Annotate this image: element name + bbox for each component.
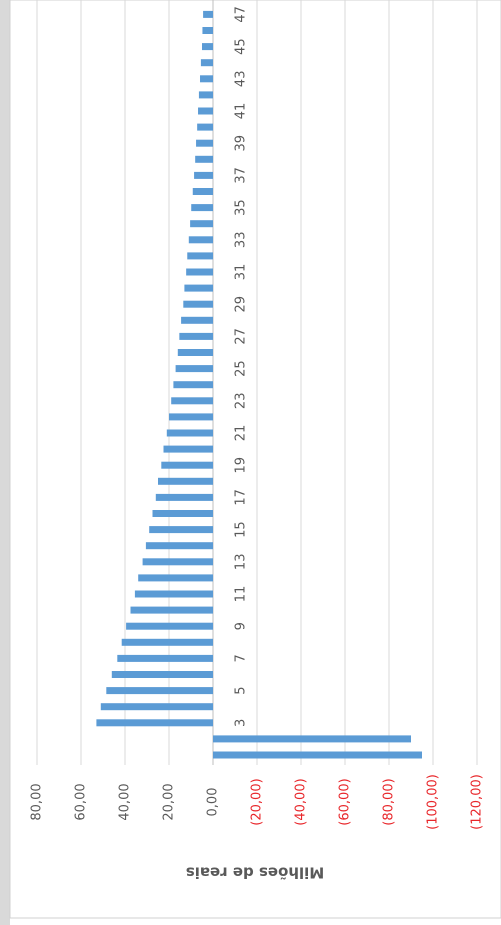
- x-tick-label: 17: [234, 489, 249, 506]
- x-tick-label: 9: [234, 622, 249, 630]
- bar: [163, 445, 213, 453]
- bar: [187, 252, 213, 260]
- bar: [134, 590, 213, 598]
- x-tick-label: 43: [234, 71, 249, 88]
- bar: [179, 332, 213, 340]
- bar: [152, 510, 213, 517]
- y-tick-label: (120,00): [470, 774, 485, 830]
- bar: [96, 719, 213, 727]
- bar: [200, 59, 213, 67]
- bar: [173, 381, 213, 389]
- bar: [126, 622, 213, 630]
- bar: [166, 429, 213, 437]
- y-tick-label: 60,00: [74, 783, 89, 820]
- bar: [194, 171, 213, 179]
- bar: [188, 236, 213, 244]
- bar: [198, 107, 213, 115]
- x-tick-label: 33: [234, 232, 249, 249]
- bar: [202, 27, 213, 34]
- bar: [184, 284, 213, 292]
- bar: [138, 574, 213, 582]
- x-tick-label: 25: [234, 360, 249, 377]
- bar: [121, 638, 213, 646]
- x-tick-label: 27: [234, 328, 249, 345]
- bar: [196, 139, 213, 147]
- bar: [195, 155, 213, 163]
- chart-area: [9, 0, 501, 919]
- bar: [213, 735, 411, 743]
- x-tick-label: 3: [234, 719, 249, 727]
- x-tick-label: 47: [234, 6, 249, 23]
- x-tick-label: 13: [234, 554, 249, 571]
- y-tick-label: (40,00): [294, 778, 309, 825]
- x-tick-label: 19: [234, 457, 249, 474]
- x-tick-label: 15: [234, 521, 249, 538]
- y-tick-label: 0,00: [206, 788, 221, 817]
- x-tick-label: 45: [234, 38, 249, 55]
- y-tick-label: (20,00): [250, 778, 265, 825]
- bar: [213, 751, 422, 759]
- x-tick-label: 39: [234, 135, 249, 152]
- bar: [158, 477, 213, 485]
- bar: [192, 188, 213, 195]
- bar: [142, 558, 213, 566]
- axis-title: Milhões de reais: [186, 864, 324, 882]
- bar: [183, 300, 213, 308]
- y-tick-label: 80,00: [30, 783, 45, 820]
- x-tick-label: 23: [234, 393, 249, 410]
- bar: [175, 365, 213, 373]
- bar: [169, 413, 213, 421]
- y-tick-label: 20,00: [162, 783, 177, 820]
- bar: [171, 397, 213, 405]
- x-tick-label: 35: [234, 199, 249, 216]
- bar: [145, 542, 213, 550]
- bar: [200, 75, 213, 83]
- bar: [149, 526, 213, 534]
- bar: [155, 493, 213, 501]
- x-tick-label: 11: [234, 586, 249, 603]
- y-tick-label: (60,00): [338, 778, 353, 825]
- bar: [190, 220, 213, 228]
- frame-left: [0, 0, 10, 925]
- bar: [191, 204, 213, 212]
- bar: [161, 461, 213, 469]
- x-tick-label: 37: [234, 167, 249, 184]
- bar: [130, 606, 213, 614]
- bar: [202, 43, 213, 51]
- bar: [198, 91, 213, 99]
- bar: [186, 268, 213, 276]
- bar: [100, 703, 213, 711]
- y-tick-label: (80,00): [382, 778, 397, 825]
- y-tick-label: (100,00): [426, 774, 441, 830]
- x-tick-label: 29: [234, 296, 249, 313]
- bar: [197, 123, 213, 131]
- x-tick-label: 5: [234, 686, 249, 694]
- x-tick-label: 41: [234, 103, 249, 120]
- bar: [106, 687, 213, 695]
- x-tick-label: 21: [234, 425, 249, 442]
- bar: [181, 316, 213, 324]
- bar: [177, 349, 213, 356]
- x-tick-label: 31: [234, 264, 249, 281]
- bar: [203, 10, 213, 18]
- x-tick-label: 7: [234, 654, 249, 662]
- bar: [111, 671, 213, 678]
- y-tick-label: 40,00: [118, 783, 133, 820]
- bar: [117, 654, 213, 662]
